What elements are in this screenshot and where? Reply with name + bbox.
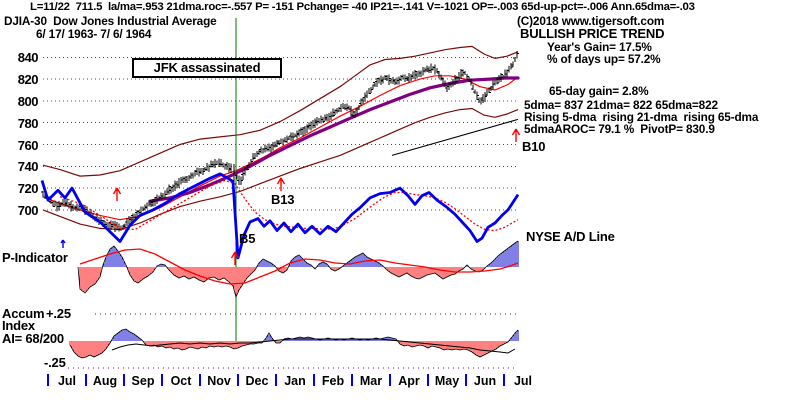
signal-label-b10: B10 [522, 139, 546, 154]
accum-ma-line [111, 338, 516, 354]
buy-signal-arrow [276, 177, 286, 191]
p-indicator-ma-line [79, 248, 519, 285]
month-label: Mar [359, 374, 383, 388]
p-indicator-pos-bars [103, 241, 519, 267]
y-tick-label: 720 [17, 181, 39, 197]
y-tick-label: 820 [17, 72, 39, 88]
dma-values: 5dma= 837 21dma= 822 65dma=822 [524, 98, 718, 112]
ai-ratio-label: AI= 68/200 [2, 331, 64, 346]
accum-lower-ref-label: -.25 [44, 355, 66, 370]
month-label: Jul [57, 374, 77, 388]
blue-marker [60, 239, 66, 248]
copyright-text: (C)2018 www.tigersoft.com [517, 14, 665, 28]
support-trendline [391, 118, 519, 156]
days-up: % of days up= 57.2% [547, 52, 661, 66]
p-indicator-envelope [77, 240, 519, 299]
month-label: Apr [398, 374, 420, 388]
p-indicator-neg-bars [79, 267, 485, 297]
years-gain: Year's Gain= 17.5% [547, 40, 652, 54]
accum-index-envelope [69, 328, 519, 359]
buy-signal-arrow [112, 187, 122, 201]
ad-line-label: NYSE A/D Line [526, 229, 615, 244]
month-label: Feb [321, 374, 345, 388]
month-label: Jan [284, 374, 306, 388]
y-tick-label: 700 [17, 202, 39, 218]
month-label: Dec [245, 374, 269, 388]
jfk-annotation-box: JFK assassinated [132, 58, 282, 78]
signal-label-b5: B5 [239, 231, 256, 246]
dma-rising: Rising 5-dma rising 21-dma rising 65-dma [524, 110, 759, 124]
ma65-line [148, 76, 520, 203]
signal-label-b13: B13 [271, 192, 295, 207]
buy-signal-arrow [230, 251, 240, 265]
y-tick-label: 840 [17, 50, 39, 66]
month-label: Nov [207, 374, 231, 388]
stats-line: L=11/22 711.5 la/ma=.953 21dma.roc=-.557… [30, 1, 695, 13]
accum-label: Accum [2, 306, 45, 321]
month-label: Oct [170, 374, 192, 388]
trend-status: BULLISH PRICE TREND [520, 26, 665, 41]
month-label: Aug [92, 374, 118, 388]
upper-band-line [42, 45, 519, 177]
p-indicator-label: P-Indicator [2, 250, 68, 265]
aroc-pivot: 5dmaAROC= 79.1 % PivotP= 830.9 [524, 122, 715, 136]
y-tick-label: 760 [17, 137, 39, 153]
lower-band-line [42, 107, 519, 231]
y-tick-label: 740 [17, 159, 39, 175]
month-label: Jul [513, 374, 533, 388]
y-tick-label: 800 [17, 93, 39, 109]
symbol-title: DJIA-30 Dow Jones Industrial Average [4, 14, 217, 28]
date-range: 6/ 17/ 1963- 7/ 6/ 1964 [36, 27, 152, 41]
gain-65day: 65-day gain= 2.8% [549, 84, 649, 98]
y-tick-label: 780 [17, 115, 39, 131]
month-label: May [434, 374, 460, 388]
index-label: Index [2, 318, 35, 333]
month-label: Sep [131, 374, 155, 388]
buy-signal-arrow [511, 128, 521, 142]
nyse-ad-line [40, 172, 520, 260]
accum-upper-ref-label: +.25 [46, 306, 71, 321]
month-label: Jun [473, 374, 497, 388]
